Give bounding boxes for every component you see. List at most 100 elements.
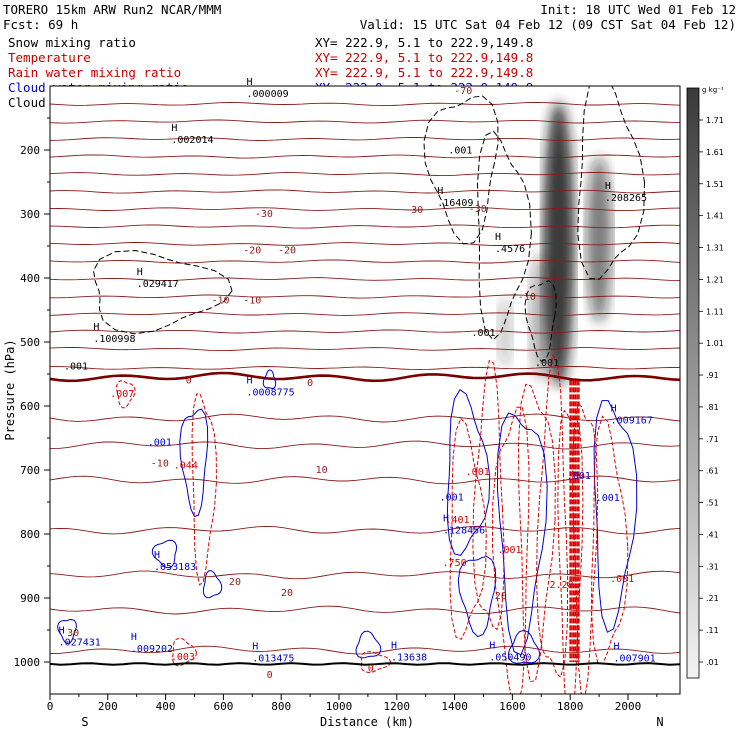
max-h-marker: H xyxy=(59,626,65,637)
cloud-ice-contour xyxy=(423,95,499,245)
cloud-water-contour xyxy=(457,555,497,638)
header-model: TORERO 15km ARW Run2 NCAR/MMM xyxy=(3,2,221,17)
x-tick-label: 1600 xyxy=(499,700,526,713)
max-value-label: .0008775 xyxy=(247,387,295,398)
terrain-line xyxy=(50,662,680,666)
cloud-water-contour xyxy=(446,388,491,556)
x-tick-label: 1200 xyxy=(384,700,411,713)
max-value-label: .13638 xyxy=(391,652,427,663)
rain-water-contour xyxy=(572,402,599,694)
contour-label: .001 xyxy=(466,467,490,478)
cloud-water-contour xyxy=(202,570,223,599)
isotherm-line xyxy=(50,259,680,264)
south-label: S xyxy=(81,715,88,729)
max-value-label: .013475 xyxy=(252,654,294,665)
colorbar-label: 1.41 xyxy=(706,212,724,221)
max-h-marker: H xyxy=(137,267,143,278)
max-value-label: .128456 xyxy=(443,526,485,537)
isotherm-line xyxy=(50,154,680,159)
max-h-marker: H xyxy=(252,642,258,653)
colorbar-gradient xyxy=(686,87,700,679)
temperature-label: -30 xyxy=(405,205,423,216)
y-tick-label: 200 xyxy=(20,144,40,157)
colorbar-label: .81 xyxy=(706,403,719,412)
max-h-marker: H xyxy=(495,232,501,243)
cloud-ice-contours xyxy=(92,86,646,362)
x-tick-label: 400 xyxy=(156,700,176,713)
isotherm-line xyxy=(50,277,680,282)
max-h-marker: H xyxy=(247,375,253,386)
y-tick-label: 800 xyxy=(20,528,40,541)
y-tick-label: 400 xyxy=(20,272,40,285)
contour-label: .001 xyxy=(535,358,559,369)
cloud-water-contour xyxy=(496,412,548,656)
contour-label: .001 xyxy=(610,574,634,585)
cloud-water-contour xyxy=(593,400,638,633)
maximum-labels: H.000009H.002014H.029417H.100998H.16409H… xyxy=(59,77,656,664)
rain-water-contour xyxy=(535,354,569,679)
max-value-label: .009167 xyxy=(611,416,653,427)
colorbar-label: 1.61 xyxy=(706,148,724,157)
colorbar-label: 1.31 xyxy=(706,244,724,253)
colorbar-label: .41 xyxy=(706,530,719,539)
north-label: N xyxy=(656,715,663,729)
cloud-water-contour xyxy=(151,539,178,569)
isotherm-line xyxy=(50,206,680,212)
max-h-marker: H xyxy=(605,181,611,192)
colorbar-label: .91 xyxy=(706,371,719,380)
y-tick-label: 900 xyxy=(20,592,40,605)
legend-xy: XY= 222.9, 5.1 to 222.9,149.8 xyxy=(315,35,533,50)
max-value-label: .027431 xyxy=(59,638,101,649)
colorbar-label: .51 xyxy=(706,499,719,508)
cloud-ice-contour xyxy=(476,130,532,341)
contour-label: .001 xyxy=(64,361,88,372)
temperature-label: -70 xyxy=(454,86,472,97)
y-tick-label: 700 xyxy=(20,464,40,477)
cloud-ice-contour xyxy=(92,249,233,335)
isotherm-line xyxy=(50,224,680,229)
contour-label: 0 xyxy=(267,670,273,681)
x-tick-label: 800 xyxy=(271,700,291,713)
contour-label: .001 xyxy=(497,545,521,556)
contour-label: .007 xyxy=(110,389,134,400)
cloud-water-contour xyxy=(355,630,382,659)
x-tick-label: 0 xyxy=(47,700,54,713)
plot-background xyxy=(50,86,680,694)
rain-water-contour xyxy=(360,651,392,674)
temperature-label: -20 xyxy=(243,245,261,256)
isotherm-line xyxy=(50,311,680,316)
freezing-level-line xyxy=(50,371,680,383)
isotherm-line xyxy=(50,119,680,124)
temperature-label: -10 xyxy=(243,295,261,306)
rain-water-contour xyxy=(171,637,198,667)
isotherm-line xyxy=(50,101,680,107)
cloud-water-contour xyxy=(57,618,77,645)
x-tick-label: 1000 xyxy=(326,700,353,713)
max-value-label: .000009 xyxy=(247,89,289,100)
colorbar-label: 1.51 xyxy=(706,180,724,189)
isotherm-line xyxy=(50,605,680,615)
temperature-label: 20 xyxy=(229,577,241,588)
temperature-label: -10 xyxy=(211,295,229,306)
max-h-marker: H xyxy=(391,640,397,651)
rain-water-contour xyxy=(491,406,530,694)
cloud-ice-contour xyxy=(577,86,646,280)
isotherm-line xyxy=(50,346,680,352)
max-h-marker: H xyxy=(171,123,177,134)
max-value-label: .050490 xyxy=(489,652,531,663)
contour-label: .001 xyxy=(448,146,472,157)
x-tick-label: 600 xyxy=(213,700,233,713)
rain-water-contour xyxy=(449,417,487,640)
max-value-label: .4576 xyxy=(495,244,525,255)
contour-label: .001 xyxy=(596,493,620,504)
rain-water-contour xyxy=(517,383,556,683)
temperature-labels: -70 -30 -30 -30 -20 -20 -10 -10 -10 0 0 -10 10 20 20 20… xyxy=(67,86,536,639)
isotherm-line xyxy=(50,294,680,299)
max-value-label: .007901 xyxy=(614,654,656,665)
temperature-label: -10 xyxy=(518,292,536,303)
max-h-marker: H xyxy=(131,632,137,643)
ground-line xyxy=(50,662,680,666)
isotherm-line xyxy=(50,365,680,371)
isotherm-line xyxy=(50,570,680,580)
